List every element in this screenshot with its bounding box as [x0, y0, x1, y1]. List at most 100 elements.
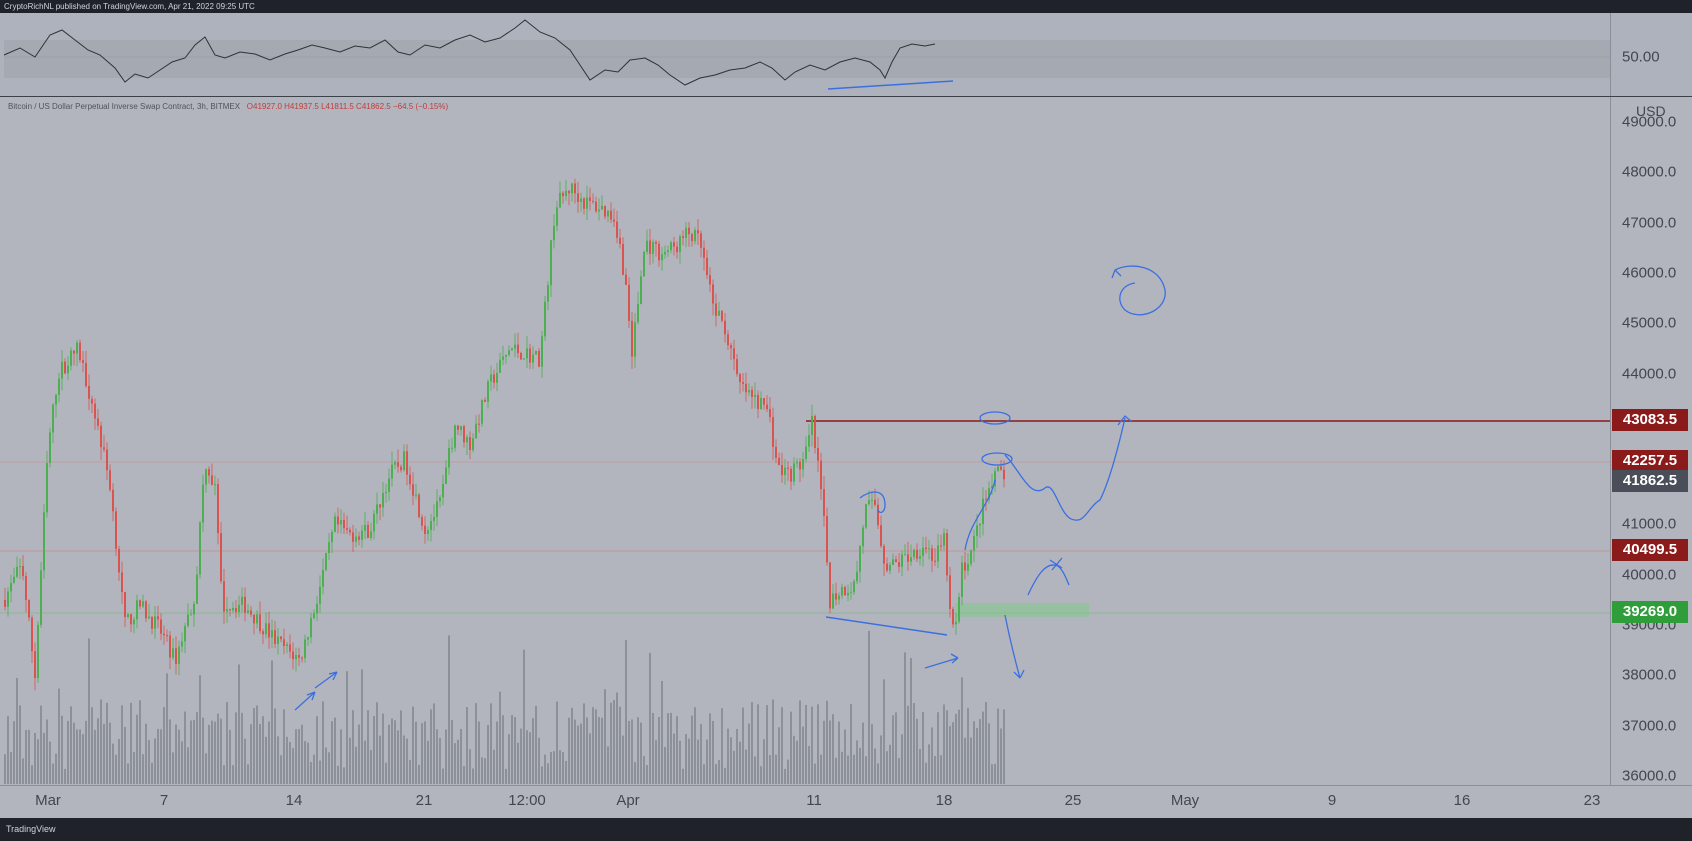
- volume-bar: [31, 765, 33, 784]
- support-zone-box: [955, 603, 1089, 617]
- volume-bar: [943, 704, 945, 784]
- candle-body: [31, 617, 33, 652]
- candle-body: [613, 219, 615, 222]
- volume-bar: [718, 760, 720, 784]
- time-axis[interactable]: [0, 785, 1692, 818]
- volume-bar: [517, 742, 519, 784]
- tradingview-logo[interactable]: TradingView: [6, 824, 56, 834]
- candle-body: [412, 484, 414, 496]
- volume-bar: [733, 750, 735, 784]
- candle-body: [769, 409, 771, 418]
- volume-bar: [301, 724, 303, 784]
- volume-bar: [442, 768, 444, 784]
- pane-divider[interactable]: [0, 96, 1692, 97]
- volume-bar: [124, 726, 126, 784]
- price-tick-label: 37000.0: [1622, 717, 1677, 735]
- volume-bar: [745, 749, 747, 784]
- volume-bar: [841, 751, 843, 784]
- candle-body: [589, 197, 591, 201]
- volume-bar: [613, 700, 615, 784]
- volume-bar: [130, 702, 132, 784]
- volume-bar: [331, 721, 333, 784]
- volume-bar: [580, 723, 582, 784]
- candle-body: [745, 383, 747, 393]
- candle-body: [823, 489, 825, 517]
- candle-body: [805, 446, 807, 459]
- candle-body: [43, 512, 45, 571]
- candle-body: [217, 484, 219, 534]
- candle-body: [289, 644, 291, 652]
- volume-bar: [859, 747, 861, 784]
- volume-bar: [202, 717, 204, 784]
- arrow-up-right-1: [294, 691, 316, 711]
- candle-body: [373, 513, 375, 532]
- candle-body: [205, 469, 207, 485]
- candle-body: [691, 234, 693, 242]
- time-label: 14: [285, 792, 303, 809]
- candle-body: [628, 284, 630, 321]
- candle-body: [262, 631, 264, 635]
- candle-body: [172, 648, 174, 658]
- volume-bar: [499, 691, 501, 784]
- candle-body: [358, 536, 360, 540]
- volume-bar: [205, 753, 207, 784]
- volume-bar: [577, 725, 579, 784]
- candle-body: [52, 404, 54, 433]
- volume-bar: [937, 712, 939, 784]
- volume-bar: [55, 753, 57, 784]
- candle-body: [349, 529, 351, 533]
- candle-body: [904, 554, 906, 556]
- volume-bar: [277, 736, 279, 784]
- volume-bar: [670, 712, 672, 784]
- volume-bar: [826, 700, 828, 784]
- volume-bar: [175, 724, 177, 784]
- volume-bar: [973, 721, 975, 784]
- candle-body: [364, 524, 366, 531]
- candle-body: [571, 183, 573, 194]
- candle-body: [283, 639, 285, 647]
- volume-bar: [964, 737, 966, 784]
- volume-bar: [553, 751, 555, 784]
- candle-body: [772, 417, 774, 447]
- candle-body: [136, 600, 138, 620]
- volume-bar: [595, 709, 597, 784]
- volume-bar: [649, 652, 651, 784]
- candle-body: [595, 201, 597, 212]
- rsi-axis[interactable]: [1610, 13, 1692, 97]
- arrow-up-tip: [1117, 415, 1133, 426]
- candle-body: [862, 527, 864, 547]
- candle-body: [751, 389, 753, 398]
- candle-body: [385, 492, 387, 494]
- volume-bar: [310, 762, 312, 784]
- candle-body: [676, 246, 678, 253]
- volume-bar: [370, 749, 372, 784]
- volume-bar: [643, 756, 645, 784]
- volume-bar: [685, 734, 687, 784]
- volume-bar: [409, 759, 411, 784]
- volume-bar: [475, 703, 477, 784]
- candle-body: [943, 533, 945, 546]
- volume-bar: [544, 754, 546, 784]
- volume-bar: [79, 729, 81, 784]
- volume-bar: [949, 726, 951, 784]
- candle-body: [259, 614, 261, 632]
- volume-bar: [856, 740, 858, 784]
- volume-bar: [241, 712, 243, 784]
- candle-body: [892, 559, 894, 565]
- time-label: 12:00: [508, 792, 546, 809]
- volume-bar: [253, 708, 255, 784]
- volume-bar: [85, 720, 87, 784]
- price-axis[interactable]: [1610, 97, 1692, 785]
- candle-body: [313, 613, 315, 618]
- arrow-right-bottom: [924, 653, 959, 669]
- volume-bar: [556, 701, 558, 784]
- volume-bar: [679, 740, 681, 784]
- candle-body: [106, 449, 108, 471]
- candle-body: [73, 350, 75, 354]
- main-chart-pane[interactable]: [0, 97, 1610, 785]
- volume-bar: [58, 688, 60, 784]
- volume-bar: [865, 756, 867, 784]
- candle-body: [586, 197, 588, 209]
- candle-body: [202, 484, 204, 523]
- candle-body: [865, 504, 867, 528]
